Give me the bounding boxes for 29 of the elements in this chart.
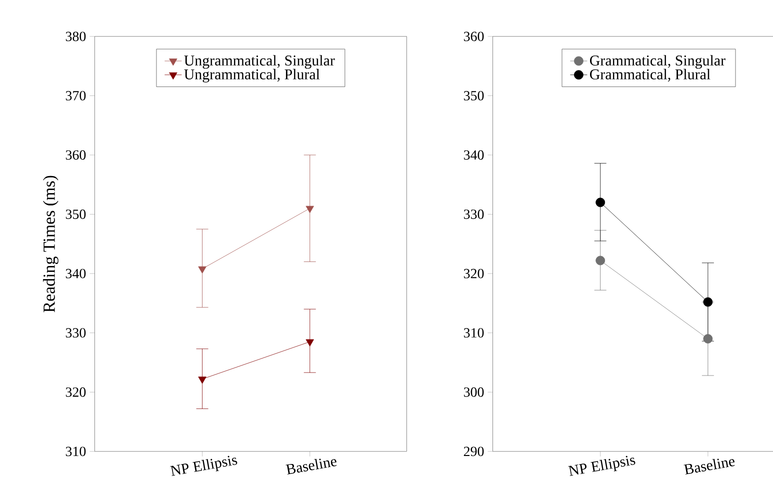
y-tick-label: 360 [464,32,484,42]
y-tick-label: 350 [66,210,86,219]
x-tick-label: Baseline [286,458,337,474]
legend-label: Ungrammatical, Plural [184,68,320,82]
y-axis-title: Reading Times (ms) [43,176,58,312]
y-tick-label: 350 [464,90,484,100]
y-tick-label: 370 [66,90,86,100]
point [596,198,606,208]
legend-label: Ungrammatical, Singular [184,55,335,69]
point [703,334,713,344]
y-tick-label: 320 [464,268,484,278]
y-tick-label: 330 [66,328,86,338]
y-tick-label: 340 [66,268,86,278]
point [596,256,606,266]
y-tick-label: 310 [66,446,86,456]
y-tick-label: 290 [464,446,484,456]
y-tick-label: 320 [66,387,86,397]
y-tick-label: 310 [464,328,484,338]
y-tick-label: 300 [464,387,484,397]
x-tick-label: NP Ellipsis [568,456,636,476]
y-tick-label: 360 [66,150,86,160]
y-tick-label: 330 [464,210,484,219]
legend-label: Grammatical, Plural [590,68,710,82]
x-tick-label: Baseline [684,458,735,474]
point [703,297,713,307]
x-tick-label: NP Ellipsis [170,456,238,476]
y-tick-label: 380 [66,32,86,42]
y-tick-label: 340 [464,150,484,160]
legend-label: Grammatical, Singular [590,55,726,69]
